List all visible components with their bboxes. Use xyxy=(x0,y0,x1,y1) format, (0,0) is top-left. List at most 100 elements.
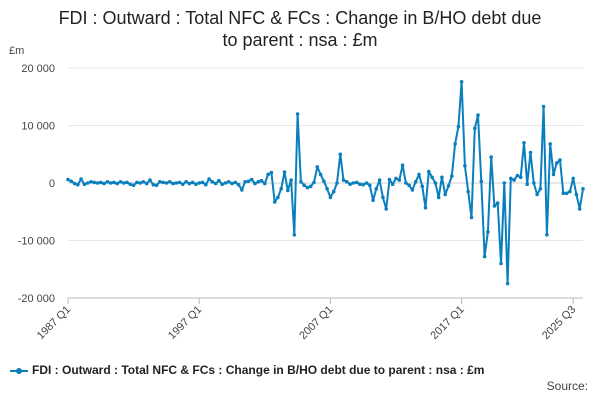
data-point xyxy=(440,175,444,180)
data-point xyxy=(427,169,431,174)
data-point xyxy=(328,195,333,200)
data-point xyxy=(515,173,520,178)
data-point xyxy=(394,176,398,181)
data-point xyxy=(154,183,159,188)
data-point xyxy=(564,191,569,196)
data-point xyxy=(226,180,231,184)
data-point xyxy=(505,281,510,286)
data-point xyxy=(312,180,316,185)
data-point xyxy=(72,181,77,186)
data-point xyxy=(345,180,349,184)
data-point xyxy=(69,179,74,184)
chart-title-line-1: FDI : Outward : Total NFC & FCs : Change… xyxy=(58,8,542,28)
data-point xyxy=(463,164,467,168)
data-point xyxy=(148,178,152,182)
y-tick-label: -10 000 xyxy=(18,236,55,248)
data-point xyxy=(374,187,379,191)
data-point xyxy=(325,187,329,191)
data-point xyxy=(541,104,546,109)
data-point xyxy=(499,261,503,266)
data-point xyxy=(509,176,513,181)
data-point xyxy=(348,182,352,186)
data-point xyxy=(322,179,326,184)
data-point xyxy=(548,142,552,146)
data-point xyxy=(315,165,320,169)
data-point xyxy=(476,113,480,117)
y-tick-label: 10 000 xyxy=(21,121,55,133)
data-point xyxy=(528,150,533,155)
data-point xyxy=(174,181,178,185)
data-point xyxy=(161,180,165,185)
data-point xyxy=(518,175,523,180)
data-point xyxy=(525,182,529,186)
data-point xyxy=(354,180,359,185)
data-point xyxy=(184,180,188,184)
data-point xyxy=(95,181,100,185)
data-point xyxy=(532,181,536,185)
data-point xyxy=(555,161,559,165)
data-point xyxy=(167,180,172,184)
data-point xyxy=(99,180,103,185)
data-point xyxy=(338,152,343,157)
data-point xyxy=(535,192,539,197)
data-point xyxy=(381,195,385,200)
y-tick-label: -20 000 xyxy=(18,293,55,305)
data-point xyxy=(240,188,244,192)
data-point xyxy=(413,180,418,184)
data-point xyxy=(368,183,372,188)
data-point xyxy=(112,180,116,185)
data-point xyxy=(387,177,392,182)
data-point xyxy=(292,233,297,237)
data-point xyxy=(282,170,287,174)
data-point xyxy=(305,185,310,190)
data-point xyxy=(538,187,543,191)
chart-legend[interactable]: FDI : Outward : Total NFC & FCs : Change… xyxy=(10,363,484,377)
data-point xyxy=(581,187,585,191)
data-point xyxy=(364,181,369,185)
data-point xyxy=(492,204,497,208)
y-tick-label: 0 xyxy=(49,178,55,190)
data-point xyxy=(76,182,80,187)
data-point xyxy=(230,181,234,186)
data-point xyxy=(102,181,106,186)
data-point xyxy=(125,180,129,185)
data-point xyxy=(446,184,451,188)
data-point xyxy=(361,182,366,187)
data-point xyxy=(141,180,146,184)
data-point xyxy=(335,181,339,185)
data-point xyxy=(469,215,474,220)
data-point xyxy=(253,181,257,186)
data-point xyxy=(371,198,375,203)
data-point xyxy=(473,126,477,131)
data-point xyxy=(82,182,87,186)
data-point xyxy=(571,176,575,181)
legend-series-marker xyxy=(10,366,28,376)
chart-title-line-2: to parent : nsa : £m xyxy=(222,30,378,50)
data-point xyxy=(489,155,494,159)
data-point xyxy=(200,180,205,185)
data-point xyxy=(256,180,261,184)
data-point xyxy=(249,177,254,182)
data-point xyxy=(453,142,457,146)
data-point xyxy=(276,195,280,200)
data-point xyxy=(574,192,579,197)
data-point xyxy=(417,172,421,177)
data-point xyxy=(190,180,195,185)
data-point xyxy=(266,172,270,177)
data-point xyxy=(577,207,582,211)
data-point xyxy=(358,182,362,186)
data-point xyxy=(512,178,516,182)
data-point xyxy=(128,182,133,186)
data-point xyxy=(144,181,149,186)
data-point xyxy=(197,181,201,185)
data-point xyxy=(115,181,119,186)
data-point xyxy=(407,183,411,188)
data-point xyxy=(331,189,336,194)
data-point xyxy=(420,184,425,189)
data-point xyxy=(568,189,572,194)
data-point xyxy=(377,178,382,182)
data-point xyxy=(269,170,274,175)
data-point xyxy=(217,178,221,183)
data-point xyxy=(66,177,70,182)
